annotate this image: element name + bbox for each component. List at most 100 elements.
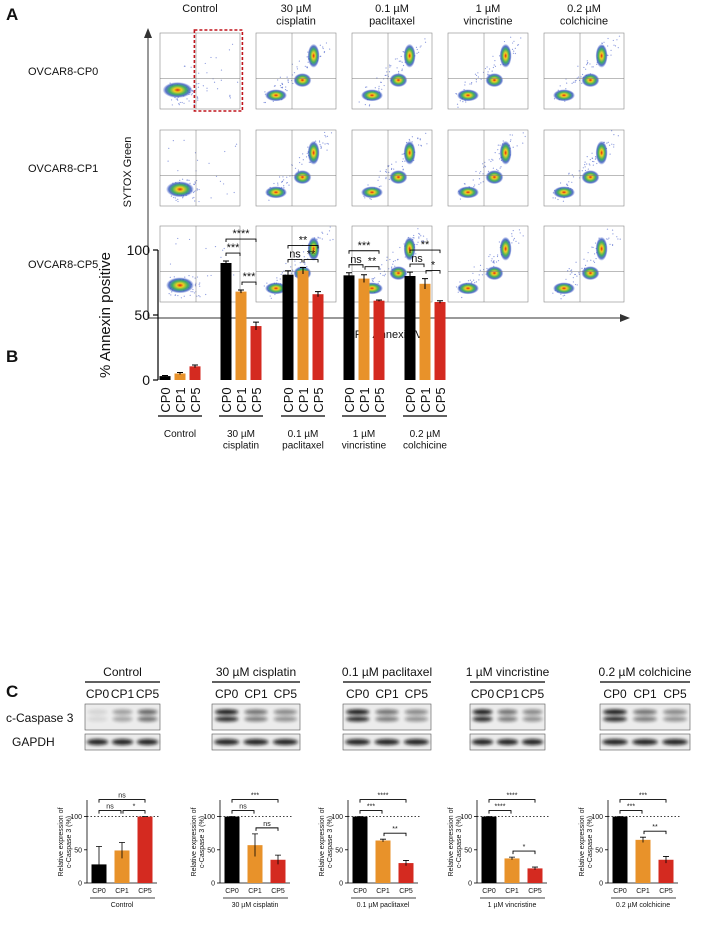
event-dot — [298, 256, 300, 258]
event-dot — [385, 171, 388, 173]
significance-label: ** — [392, 826, 398, 833]
flow-plot — [159, 32, 241, 110]
event-dot — [323, 51, 325, 54]
event-dot — [190, 94, 192, 96]
event-dot — [385, 178, 387, 180]
event-dot — [372, 278, 374, 280]
event-dot — [581, 170, 583, 172]
event-dot — [513, 50, 515, 52]
event-dot — [210, 56, 212, 59]
event-dot — [419, 46, 421, 48]
event-dot — [288, 184, 290, 186]
event-dot — [500, 64, 502, 66]
significance-label: **** — [232, 228, 250, 240]
event-dot — [617, 47, 619, 49]
event-dot — [374, 277, 376, 279]
lane-label: CP0 — [346, 687, 370, 701]
event-dot — [294, 167, 297, 169]
event-dot — [477, 72, 479, 74]
blot-band — [244, 716, 268, 722]
blot-band — [602, 739, 628, 745]
event-dot — [280, 273, 282, 276]
blot-band — [663, 716, 687, 722]
event-dot — [586, 60, 588, 62]
event-dot — [478, 279, 480, 281]
event-dot — [284, 89, 287, 91]
y-tick-label: 100 — [460, 814, 472, 821]
event-dot — [186, 98, 188, 100]
event-dot — [220, 79, 222, 81]
event-dot — [511, 134, 513, 136]
flow-plot — [447, 225, 529, 303]
event-dot — [294, 264, 296, 266]
error-bar — [376, 299, 382, 302]
event-dot — [193, 190, 195, 192]
event-dot — [572, 277, 574, 279]
event-dot — [567, 184, 569, 187]
blot-band — [214, 716, 239, 722]
flow-plot — [543, 32, 625, 110]
event-dot — [322, 46, 324, 48]
event-dot — [196, 276, 199, 278]
lane-label: CP0 — [471, 687, 495, 701]
event-dot — [376, 77, 378, 79]
significance-label: * — [431, 260, 436, 272]
column-label: 1 µM vincristine — [464, 3, 513, 28]
event-dot — [383, 275, 386, 277]
bar — [297, 270, 309, 380]
event-dot — [183, 139, 185, 141]
significance-label: ns — [350, 254, 362, 266]
event-dot — [586, 163, 588, 165]
density-blob — [581, 170, 600, 185]
event-dot — [592, 164, 594, 166]
event-dot — [464, 84, 466, 86]
event-dot — [364, 86, 367, 88]
event-dot — [194, 283, 197, 286]
event-dot — [378, 89, 380, 91]
event-dot — [399, 246, 401, 249]
blot-band — [472, 716, 493, 722]
blot-band — [111, 739, 134, 745]
blot-band — [136, 739, 159, 745]
x-tick-label: CP1 — [248, 888, 262, 895]
event-dot — [522, 132, 524, 134]
flow-plot — [255, 129, 337, 207]
event-dot — [223, 247, 225, 250]
column-label: 0.1 µM paclitaxel — [369, 3, 415, 28]
event-dot — [470, 83, 473, 85]
event-dot — [607, 45, 609, 47]
event-dot — [294, 260, 296, 262]
event-dot — [417, 51, 420, 53]
event-dot — [371, 278, 373, 280]
error-bar — [119, 842, 125, 859]
bar — [434, 302, 446, 380]
event-dot — [188, 100, 190, 102]
significance-bracket — [225, 252, 241, 257]
event-dot — [614, 45, 617, 47]
blot-band — [496, 739, 519, 745]
event-dot — [283, 270, 285, 272]
event-dot — [193, 103, 195, 106]
event-dot — [274, 85, 276, 87]
event-dot — [222, 249, 224, 251]
event-dot — [484, 67, 487, 70]
event-dot — [287, 79, 289, 81]
event-dot — [492, 159, 494, 161]
event-dot — [233, 274, 235, 276]
bar-label: CP1 — [173, 387, 188, 412]
event-dot — [196, 189, 198, 191]
event-dot — [592, 246, 594, 249]
significance-bracket — [364, 266, 380, 270]
group-label: 0.1 µM paclitaxel — [357, 902, 410, 909]
event-dot — [565, 88, 567, 90]
significance-bracket — [98, 810, 122, 814]
event-dot — [303, 256, 305, 258]
event-dot — [568, 268, 570, 270]
bar — [220, 263, 232, 380]
event-dot — [228, 49, 231, 51]
event-dot — [170, 195, 173, 197]
event-dot — [277, 182, 279, 184]
event-dot — [477, 76, 479, 78]
bar — [174, 373, 186, 380]
event-dot — [478, 274, 480, 276]
